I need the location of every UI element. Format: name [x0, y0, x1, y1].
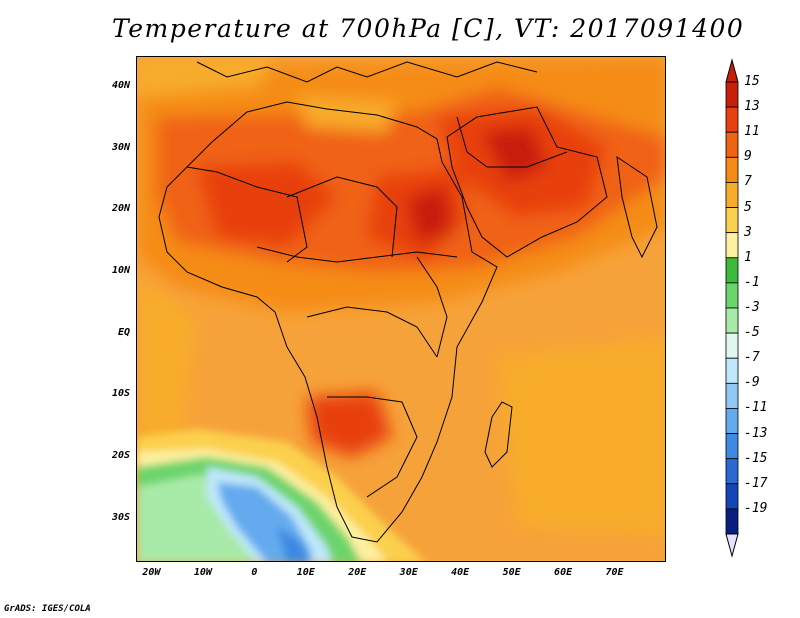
colorbar-tick-label: -1	[744, 274, 760, 290]
colorbar-swatch	[725, 81, 739, 108]
colorbar-tick-label: 5	[744, 199, 752, 215]
latitude-tick-label: 20S	[111, 450, 130, 462]
longitude-tick-label: 20E	[348, 567, 367, 578]
colorbar-swatch	[725, 458, 739, 485]
africa-coastline	[158, 101, 498, 543]
longitude-tick-label: 50E	[502, 567, 521, 578]
latitude-tick-label: EQ	[117, 326, 130, 338]
colorbar-swatch	[725, 433, 739, 460]
border-middle-east	[456, 116, 568, 168]
europe-coastline	[196, 61, 538, 83]
longitude-tick-label: 10W	[193, 567, 212, 578]
colorbar-swatch	[725, 332, 739, 359]
border-east	[416, 256, 448, 358]
colorbar-tick-label: 11	[744, 124, 760, 140]
colorbar	[725, 58, 739, 558]
colorbar-swatch	[725, 408, 739, 434]
mild-patch-north-edge	[137, 57, 277, 97]
latitude-tick-label: 40N	[111, 79, 130, 91]
longitude-tick-label: 0	[251, 567, 258, 578]
latitude-tick-label: 10N	[111, 264, 130, 276]
colorbar-tick-label: 13	[744, 99, 760, 115]
colorbar-swatch	[725, 156, 739, 183]
colorbar-swatch	[725, 207, 739, 234]
colorbar-swatch	[725, 232, 739, 259]
colorbar-tick-label: 3	[744, 224, 752, 240]
latitude-tick-label: 30N	[111, 141, 130, 153]
longitude-tick-label: 20W	[142, 567, 161, 578]
colorbar-tick-label: -17	[744, 475, 768, 491]
hot-core-sahara	[197, 162, 337, 247]
colorbar-tick-label: -19	[744, 500, 768, 516]
credit-footer: GrADS: IGES/COLA	[4, 604, 91, 614]
colorbar-swatch	[725, 357, 739, 384]
cool-band-deepblue	[277, 527, 309, 561]
hot-core-arabia-center	[482, 127, 547, 182]
colorbar-tick-label: 9	[744, 149, 752, 165]
colorbar-swatch	[725, 257, 739, 284]
colorbar-tick-label: -13	[744, 425, 768, 441]
colorbar-swatch	[725, 182, 739, 208]
india-coastline	[616, 155, 658, 259]
colorbar-tick-label: 7	[744, 174, 752, 190]
map-title: Temperature at 700hPa [C], VT: 201709140…	[112, 14, 745, 43]
colorbar-swatch	[725, 508, 739, 535]
border-central	[306, 306, 438, 358]
colorbar-swatch	[725, 106, 739, 133]
border-south	[327, 396, 418, 498]
coastlines	[158, 61, 658, 543]
colorbar-swatch	[725, 282, 739, 309]
latitude-tick-label: 30S	[111, 511, 130, 523]
latitude-tick-label: 10S	[111, 388, 130, 400]
longitude-tick-label: 60E	[554, 567, 573, 578]
longitude-tick-label: 30E	[399, 567, 418, 578]
colorbar-tick-label: -3	[744, 300, 760, 315]
colorbar-tick-label: -9	[744, 375, 760, 391]
colorbar-tick-label: 1	[744, 249, 752, 265]
madagascar-coastline	[484, 401, 513, 468]
latitude-tick-label: 20N	[111, 203, 130, 215]
mild-patch-indian	[497, 337, 665, 537]
longitude-tick-label: 70E	[605, 567, 624, 578]
colorbar-swatch	[725, 483, 739, 510]
arabia-coastline	[446, 106, 608, 258]
border-sahel	[256, 246, 458, 263]
colorbar-tick-label: -7	[744, 350, 760, 366]
colorbar-bottom-arrow	[725, 533, 739, 558]
longitude-tick-label: 10E	[296, 567, 315, 578]
colorbar-tick-label: 15	[744, 74, 760, 89]
colorbar-swatch	[725, 131, 739, 158]
mild-patch-med	[297, 97, 397, 132]
colorbar-tick-label: -11	[744, 400, 768, 416]
colorbar-swatch	[725, 307, 739, 334]
colorbar-top-arrow	[725, 58, 739, 83]
cold-field-southwest	[137, 429, 425, 561]
temperature-field-shading	[137, 57, 665, 537]
border-west-africa	[186, 166, 308, 263]
colorbar-tick-label: -5	[744, 325, 760, 341]
longitude-tick-label: 40E	[451, 567, 470, 578]
border-north-africa	[286, 176, 398, 258]
temperature-map	[136, 56, 666, 562]
warm-patch-south	[307, 392, 392, 457]
hot-core-sudan-center	[407, 187, 452, 242]
colorbar-swatch	[725, 382, 739, 409]
colorbar-tick-label: -15	[744, 450, 768, 466]
